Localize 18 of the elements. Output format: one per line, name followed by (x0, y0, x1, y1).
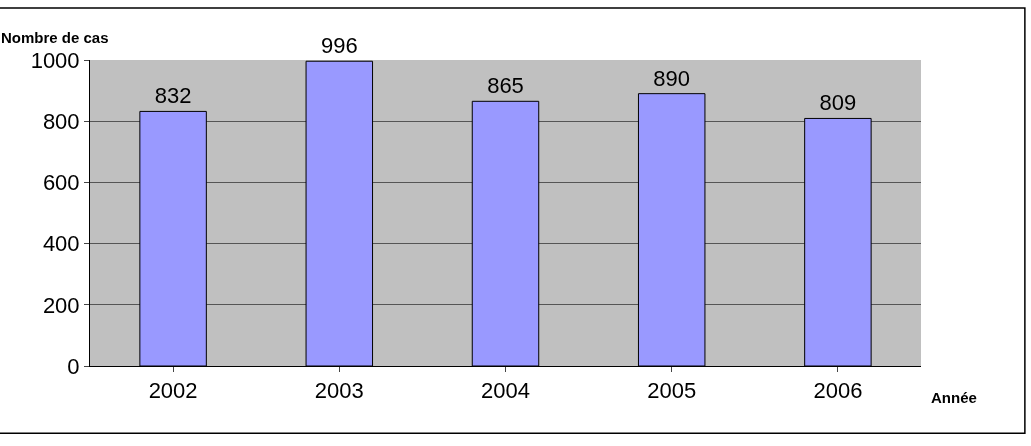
data-label: 809 (819, 90, 857, 116)
x-tick-label: 2004 (481, 378, 530, 404)
y-axis-title: Nombre de cas (1, 29, 109, 46)
y-tick-label: 0 (67, 353, 80, 379)
x-axis-title: Année (931, 389, 977, 406)
data-label: 890 (653, 65, 691, 91)
y-tick-label: 400 (42, 231, 80, 257)
x-tick-label: 2005 (647, 378, 697, 404)
y-tick-label: 1000 (30, 47, 80, 73)
data-label: 996 (320, 33, 358, 59)
y-tick-label: 200 (42, 292, 80, 318)
data-label: 865 (487, 73, 524, 99)
x-tick-label: 2003 (314, 378, 364, 404)
x-tick-label: 2006 (813, 378, 863, 404)
data-label: 832 (154, 83, 192, 109)
y-tick-label: 600 (42, 170, 80, 196)
x-tick-label: 2002 (148, 378, 198, 404)
y-tick-label: 800 (42, 108, 80, 134)
